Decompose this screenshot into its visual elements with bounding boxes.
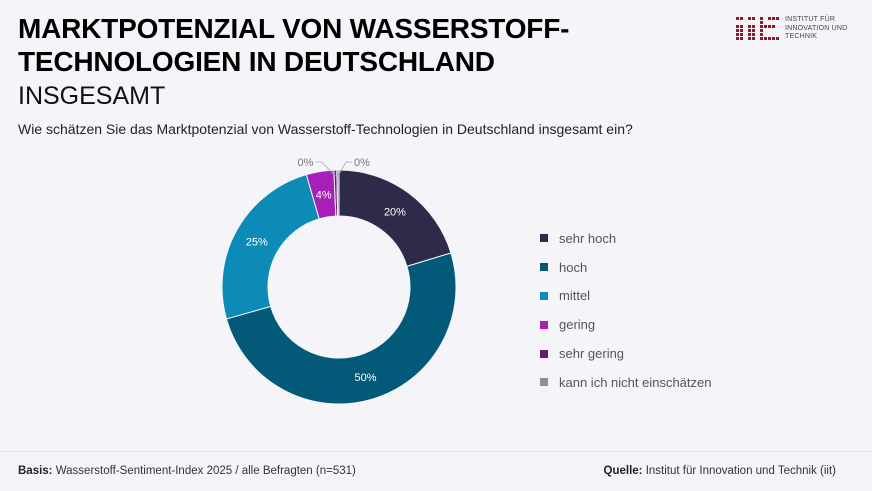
chart-legend: sehr hoch hoch mittel gering sehr gering kann… bbox=[540, 224, 711, 397]
legend-swatch bbox=[540, 378, 548, 387]
data-label-kann-ich-nicht-einschätzen: 0% bbox=[354, 157, 370, 169]
logo-text: INSTITUT FÜR INNOVATION UND TECHNIK bbox=[785, 16, 847, 42]
title-line-2: TECHNOLOGIEN IN DEUTSCHLAND bbox=[18, 46, 495, 77]
logo-line-3: TECHNIK bbox=[785, 33, 818, 40]
leader-line-kann-ich-nicht-einschätzen bbox=[337, 161, 352, 177]
legend-label: gering bbox=[559, 317, 596, 333]
legend-label: sehr hoch bbox=[559, 230, 617, 246]
page-subtitle: INSGESAMT bbox=[18, 82, 166, 110]
legend-swatch bbox=[540, 263, 548, 272]
donut-slices bbox=[221, 169, 457, 405]
donut-slice-kann-ich-nicht-einschätzen bbox=[336, 169, 340, 217]
footer-source: Quelle: Institut für Innovation und Tech… bbox=[604, 465, 836, 477]
legend-label: sehr gering bbox=[559, 346, 625, 362]
legend-label: hoch bbox=[559, 259, 588, 275]
logo-line-1: INSTITUT FÜR bbox=[785, 16, 836, 23]
legend-item-sehr-hoch: sehr hoch bbox=[540, 224, 711, 253]
donut-slice-hoch bbox=[225, 252, 457, 405]
donut-slice-mittel bbox=[221, 174, 320, 320]
label-leader-lines bbox=[315, 161, 352, 177]
legend-item-sehr-gering: sehr gering bbox=[540, 339, 711, 368]
source-label: Quelle: bbox=[603, 465, 643, 477]
source-text: Institut für Innovation und Technik (iit… bbox=[642, 465, 836, 477]
legend-swatch bbox=[540, 320, 548, 329]
footer-divider bbox=[0, 451, 872, 452]
legend-label: kann ich nicht einschätzen bbox=[559, 374, 712, 390]
data-label-sehr-hoch: 20% bbox=[384, 206, 406, 218]
basis-text: Wasserstoff-Sentiment-Index 2025 / alle … bbox=[52, 465, 356, 477]
data-label-gering: 4% bbox=[316, 189, 332, 201]
legend-label: mittel bbox=[559, 288, 591, 304]
logo-mark-icon bbox=[736, 17, 779, 41]
data-labels: 20% 50% 25% 4% 0% 0% bbox=[246, 157, 406, 384]
legend-item-hoch: hoch bbox=[540, 253, 711, 282]
iit-logo: INSTITUT FÜR INNOVATION UND TECHNIK bbox=[736, 16, 847, 42]
page-title: MARKTPOTENZIAL VON WASSERSTOFF- TECHNOLO… bbox=[18, 12, 569, 78]
data-label-sehr-gering: 0% bbox=[298, 157, 314, 169]
legend-item-gering: gering bbox=[540, 310, 711, 339]
legend-swatch bbox=[540, 234, 548, 243]
legend-swatch bbox=[540, 291, 548, 300]
legend-item-mittel: mittel bbox=[540, 282, 711, 311]
logo-line-2: INNOVATION UND bbox=[785, 24, 848, 32]
footer-basis: Basis: Wasserstoff-Sentiment-Index 2025 … bbox=[18, 465, 356, 477]
leader-line-sehr-gering bbox=[315, 161, 336, 177]
legend-swatch bbox=[540, 349, 548, 358]
data-label-hoch: 50% bbox=[354, 372, 376, 384]
survey-question: Wie schätzen Sie das Marktpotenzial von … bbox=[18, 121, 633, 137]
basis-label: Basis: bbox=[18, 465, 53, 477]
title-line-1: MARKTPOTENZIAL VON WASSERSTOFF- bbox=[18, 13, 570, 44]
legend-item-kann-ich-nicht-einschätzen: kann ich nicht einschätzen bbox=[540, 368, 711, 397]
data-label-mittel: 25% bbox=[246, 236, 268, 248]
